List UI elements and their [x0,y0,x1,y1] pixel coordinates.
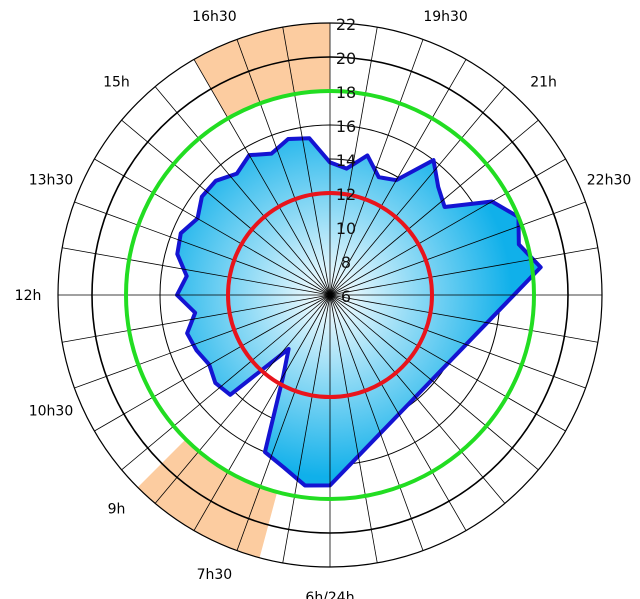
hour-label: 6h/24h [305,590,354,599]
radial-tick-label: 16 [336,117,356,136]
spoke-15 [193,59,331,296]
spoke-8 [62,294,331,343]
spoke-3 [193,294,331,531]
spoke-1 [282,294,331,563]
spoke-7 [74,294,331,389]
hour-label: 16h30 [192,9,237,25]
spoke-12 [94,158,331,296]
spoke-19 [329,27,378,296]
spoke-32 [329,294,506,504]
hour-label: 21h [530,74,557,90]
hour-label: 12h [15,288,42,304]
spoke-26 [329,247,598,296]
spoke-16 [236,39,331,296]
hour-label: 22h30 [587,172,632,188]
spoke-6 [94,294,331,432]
hour-label: 18h [317,0,344,2]
reference-circles [124,89,536,501]
highlight-sector-1 [194,22,330,119]
hour-label: 19h30 [423,9,468,25]
radial-tick-label: 10 [336,219,356,238]
spoke-24 [329,158,566,296]
hour-labels: 6h/24h 7h30 9h 10h30 12h 13h30 15h 16h30 18h 19h3… [15,0,632,599]
hour-label: 10h30 [29,404,74,420]
reference-circle-18 [124,89,536,501]
spoke-29 [329,294,586,389]
hour-label: 13h30 [29,172,74,188]
reference-circle-12 [226,191,434,399]
radial-tick-label: 22 [336,15,356,34]
spoke-34 [329,294,424,551]
spoke-25 [329,201,586,296]
spoke-20 [329,39,424,296]
spoke-31 [329,294,539,471]
radial-tick-labels: 6 8 10 12 14 16 18 20 22 [336,15,356,306]
spoke-14 [154,86,331,296]
hour-label: 9h [108,502,126,518]
spoke-11 [74,201,331,296]
spoke-23 [329,119,539,296]
hour-label: 7h30 [197,567,233,583]
radial-tick-label: 20 [336,49,356,68]
spoke-21 [329,59,467,296]
spoke-17 [282,27,331,296]
radial-tick-label: 12 [336,185,356,204]
radial-tick-label: 14 [336,151,356,170]
radial-tick-label: 18 [336,83,356,102]
spokes [58,23,602,567]
spoke-5 [121,294,331,471]
spoke-10 [62,247,331,296]
radial-tick-label: 6 [341,287,351,306]
spoke-30 [329,294,566,432]
spoke-13 [121,119,331,296]
spoke-2 [236,294,331,551]
hour-label: 15h [103,74,130,90]
spoke-28 [329,294,598,343]
radial-tick-label: 8 [341,253,351,272]
spoke-33 [329,294,467,531]
spoke-22 [329,86,506,296]
spoke-35 [329,294,378,563]
spoke-4 [154,294,331,504]
